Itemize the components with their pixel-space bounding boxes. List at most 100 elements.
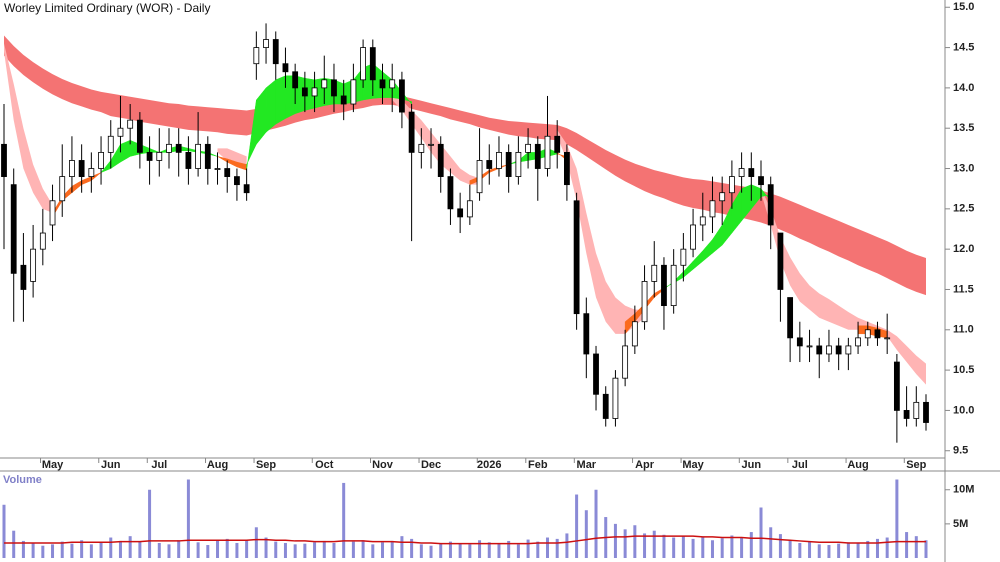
volume-bar xyxy=(662,534,666,558)
volume-bar xyxy=(652,530,656,558)
ribbon-segment xyxy=(712,224,723,254)
volume-bar xyxy=(283,542,287,558)
volume-bar xyxy=(148,489,152,558)
ribbon-segment xyxy=(702,238,713,262)
candle-body xyxy=(728,176,735,194)
volume-bar xyxy=(70,543,74,558)
volume-bar xyxy=(808,541,812,558)
volume-bar xyxy=(536,541,540,558)
volume-bar xyxy=(332,542,336,558)
candle-body xyxy=(612,377,619,419)
candle-body xyxy=(874,329,881,339)
candle-body xyxy=(156,151,163,161)
y-tick-label: 13.0 xyxy=(953,162,974,174)
volume-bar xyxy=(584,510,588,558)
volume-bar xyxy=(381,542,385,558)
candle-body xyxy=(670,264,677,307)
candle-body xyxy=(816,345,823,355)
volume-bar xyxy=(245,540,249,558)
volume-bar xyxy=(31,542,35,558)
candle-body xyxy=(913,401,920,419)
candle-body xyxy=(777,232,784,290)
candle-body xyxy=(923,401,929,423)
candle-body xyxy=(534,143,541,169)
candle-body xyxy=(806,345,813,348)
volume-bar xyxy=(788,540,792,558)
volume-bar xyxy=(371,544,375,558)
candle-body xyxy=(893,361,900,411)
volume-bar xyxy=(274,541,278,558)
volume-bar xyxy=(99,542,103,558)
y-tick-label: 11.0 xyxy=(953,324,974,336)
band xyxy=(4,43,53,213)
candle-body xyxy=(564,151,570,186)
candle-body xyxy=(602,393,609,419)
y-tick-label: 14.0 xyxy=(953,82,974,94)
candle-body xyxy=(476,160,483,194)
candle-body xyxy=(30,248,37,282)
candle-body xyxy=(855,337,861,347)
volume-bar xyxy=(497,542,501,558)
volume-bar xyxy=(468,544,472,558)
volume-bar xyxy=(672,537,676,558)
candle-body xyxy=(437,143,444,177)
volume-bar xyxy=(691,538,695,558)
candle-body xyxy=(20,264,27,290)
y-tick-label: 14.5 xyxy=(953,41,974,53)
volume-bar xyxy=(749,532,753,558)
x-tick-label: Jul xyxy=(151,459,167,471)
volume-bar xyxy=(487,542,491,558)
volume-label: Volume xyxy=(3,474,42,486)
volume-bar xyxy=(759,507,763,558)
ribbon-segment xyxy=(120,139,131,163)
candle-body xyxy=(78,160,85,177)
candle-body xyxy=(583,313,590,355)
candle-body xyxy=(282,63,289,73)
candle-body xyxy=(631,321,638,347)
candle-body xyxy=(350,79,357,105)
candle-body xyxy=(272,39,279,65)
volume-bar xyxy=(313,542,317,558)
volume-bar xyxy=(798,542,802,558)
volume-bar xyxy=(361,540,365,558)
candle-body xyxy=(39,232,46,250)
candle-body xyxy=(340,95,347,105)
x-tick-label: Oct xyxy=(315,459,334,471)
volume-bar xyxy=(817,544,821,558)
volume-bar xyxy=(856,542,860,558)
candle-body xyxy=(709,200,716,218)
volume-bar xyxy=(701,536,705,558)
candle-body xyxy=(544,135,551,169)
candle-body xyxy=(758,176,764,186)
y-tick-label: 11.5 xyxy=(953,283,974,295)
candle-body xyxy=(418,143,425,153)
volume-bar xyxy=(575,494,579,558)
candle-body xyxy=(738,168,745,177)
volume-bar xyxy=(60,541,64,558)
volume-bar xyxy=(109,537,113,558)
volume-bar xyxy=(235,542,239,558)
candle-body xyxy=(175,143,182,153)
candle-body xyxy=(311,87,318,97)
candle-body xyxy=(301,87,308,97)
volume-bar xyxy=(2,504,6,558)
candle-body xyxy=(379,79,386,89)
y-tick-label: 10.0 xyxy=(953,404,974,416)
candle-body xyxy=(787,297,794,339)
volume-bar xyxy=(507,540,511,558)
candle-body xyxy=(447,176,454,210)
candle-body xyxy=(622,345,629,379)
volume-bar xyxy=(410,538,414,558)
ribbon-segment xyxy=(81,176,92,186)
y-tick-label: 15.0 xyxy=(953,1,974,13)
volume-bar xyxy=(293,544,297,558)
candle-body xyxy=(49,200,56,226)
ribbon-segment xyxy=(275,75,286,125)
x-tick-label: Mar xyxy=(577,459,597,471)
x-tick-label: Jun xyxy=(101,459,121,471)
x-tick-label: Nov xyxy=(372,459,394,471)
volume-bar xyxy=(924,540,928,558)
candle-body xyxy=(651,264,658,282)
volume-bar xyxy=(623,529,627,558)
